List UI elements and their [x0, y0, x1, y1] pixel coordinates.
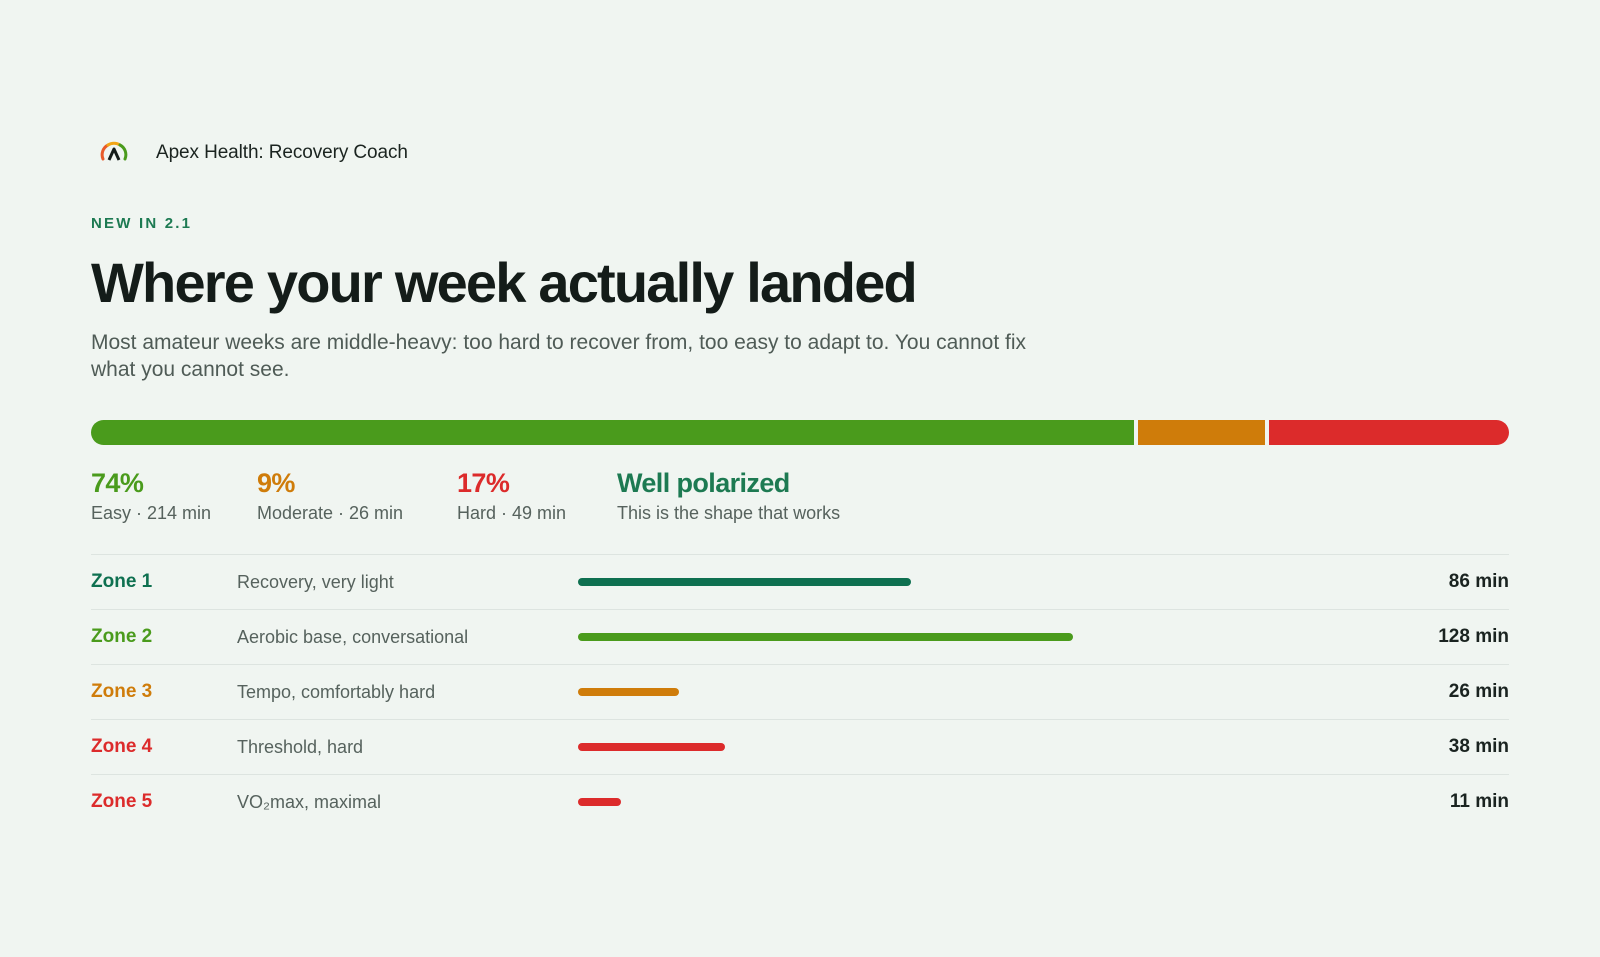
easy-percent: 74% [91, 468, 144, 498]
zone-bar [578, 688, 679, 696]
zone-description: VO₂max, maximal [237, 792, 382, 812]
zone-minutes: 11 min [1449, 791, 1509, 812]
app-name: Apex Health: Recovery Coach [156, 142, 408, 163]
zone-name: Zone 1 [91, 571, 153, 592]
zone-breakdown-list: Zone 1 Recovery, very light 86 min Zone … [91, 554, 1509, 829]
verdict-title: Well polarized [617, 468, 790, 498]
zone-minutes: 38 min [1448, 736, 1509, 757]
hard-percent: 17% [457, 468, 510, 498]
zone-minutes: 128 min [1438, 626, 1509, 647]
verdict-label: This is the shape that works [617, 503, 841, 523]
page-title: Where your week actually landed [91, 251, 918, 314]
easy-summary: 74% Easy · 214 min [91, 467, 211, 525]
zone-bar [578, 633, 1073, 641]
app-header: Apex Health: Recovery Coach [99, 138, 408, 168]
hard-label: Hard · 49 min [457, 503, 567, 523]
moderate-segment [1138, 420, 1266, 445]
moderate-percent: 9% [257, 468, 295, 498]
zone-name: Zone 2 [91, 626, 153, 647]
intensity-distribution-bar [91, 420, 1509, 445]
hard-summary: 17% Hard · 49 min [457, 467, 566, 525]
zone-description: Aerobic base, conversational [237, 627, 469, 647]
zone-bar [578, 798, 621, 806]
zone-name: Zone 4 [91, 736, 153, 757]
zone-row: Zone 2 Aerobic base, conversational 128 … [91, 609, 1509, 664]
zone-description: Threshold, hard [237, 737, 364, 757]
zone-row: Zone 4 Threshold, hard 38 min [91, 719, 1509, 774]
zone-row: Zone 1 Recovery, very light 86 min [91, 554, 1509, 609]
zone-description: Tempo, comfortably hard [237, 682, 436, 702]
zone-row: Zone 5 VO₂max, maximal 11 min [91, 774, 1509, 829]
easy-segment [91, 420, 1135, 445]
release-eyebrow: NEW IN 2.1 [91, 215, 193, 232]
zone-description: Recovery, very light [237, 572, 394, 592]
zone-bar [578, 743, 725, 751]
intensity-summary: 74% Easy · 214 min 9% Moderate · 26 min … [91, 467, 1509, 527]
zone-minutes: 86 min [1448, 571, 1509, 592]
apex-arc-logo-icon [100, 141, 128, 161]
moderate-summary: 9% Moderate · 26 min [257, 467, 403, 525]
zone-bar [578, 578, 911, 586]
zone-name: Zone 3 [91, 681, 153, 702]
hard-segment [1269, 420, 1509, 445]
easy-label: Easy · 214 min [91, 503, 212, 523]
verdict-summary: Well polarized This is the shape that wo… [617, 467, 840, 525]
zone-minutes: 26 min [1448, 681, 1509, 702]
page-subtitle: Most amateur weeks are middle-heavy: too… [91, 331, 1027, 381]
zone-name: Zone 5 [91, 791, 153, 812]
zone-row: Zone 3 Tempo, comfortably hard 26 min [91, 664, 1509, 719]
moderate-label: Moderate · 26 min [257, 503, 404, 523]
